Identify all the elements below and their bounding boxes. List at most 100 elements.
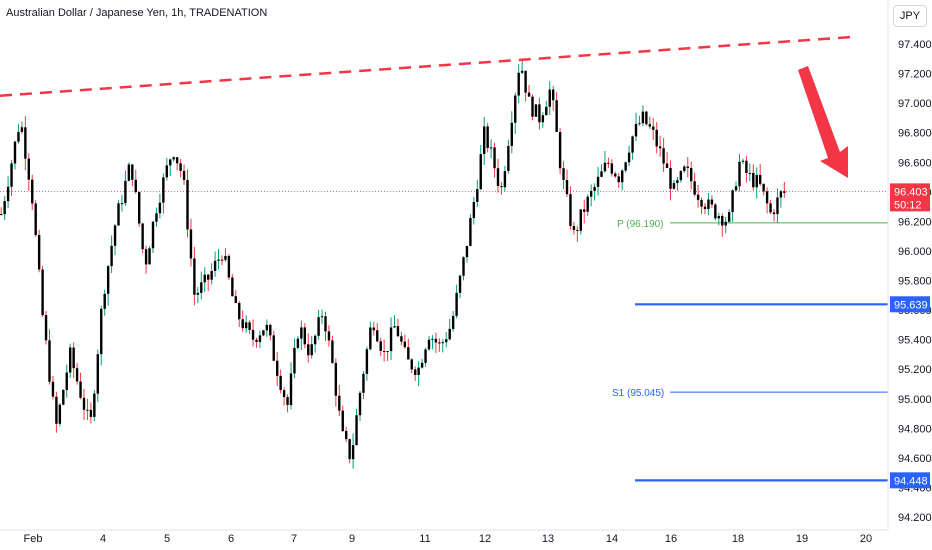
candle-body [262, 330, 265, 336]
candle-body [186, 179, 189, 230]
candle-body [296, 338, 300, 348]
candle-body [576, 229, 579, 231]
candle-body [224, 255, 227, 260]
candle-body [58, 404, 62, 424]
candle-body [493, 147, 496, 169]
y-tick-label: 96.600 [898, 157, 932, 169]
candle-body [596, 176, 600, 187]
candle-body [303, 327, 306, 345]
candle-body [441, 342, 444, 344]
y-tick-label: 96.000 [898, 246, 932, 258]
candle-body [348, 439, 351, 460]
candle-body [414, 369, 417, 376]
candle-body [631, 136, 634, 153]
level-badge [890, 296, 930, 313]
candle-body [410, 359, 413, 370]
candle-body [331, 340, 334, 363]
candle-body [241, 319, 244, 329]
candle-body [507, 145, 510, 171]
candle-body [20, 127, 24, 132]
candle-body [276, 360, 279, 376]
candle-body [355, 415, 358, 446]
candle-body [558, 131, 562, 169]
candle-body [451, 315, 455, 329]
candle-body [752, 172, 755, 188]
candle-body [386, 351, 389, 353]
candle-body [420, 362, 424, 368]
currency-button[interactable]: JPY [893, 5, 927, 27]
x-tick-label: 19 [796, 533, 808, 545]
y-tick-label: 94.800 [898, 423, 932, 435]
y-tick-label: 96.800 [898, 128, 932, 140]
candle-body [55, 396, 58, 424]
candle-body [37, 234, 41, 270]
candle-body [106, 266, 110, 294]
candle-body [162, 177, 165, 203]
candle-body [279, 375, 282, 391]
candle-body [662, 148, 665, 164]
trendline-layer [0, 35, 888, 192]
candle-body [717, 215, 720, 219]
candle-body [376, 330, 379, 342]
candle-body [465, 245, 469, 258]
candle-body [365, 349, 369, 374]
pivot-levels: P (96.190) S1 (95.045) [612, 219, 888, 482]
candle-body [731, 190, 734, 213]
candle-body [486, 126, 489, 148]
candle-body [6, 186, 10, 202]
candle-body [324, 316, 327, 332]
candle-body [669, 167, 672, 189]
candle-body [134, 179, 137, 193]
candle-body [341, 410, 344, 431]
candle-body [658, 146, 662, 149]
candle-body [769, 203, 772, 213]
candle-body [676, 180, 679, 184]
candle-body [586, 196, 589, 212]
x-tick-label: Feb [24, 533, 43, 545]
x-tick-label: 16 [665, 533, 677, 545]
candle-body [641, 111, 645, 124]
candle-body [41, 269, 44, 316]
candle-body [210, 270, 213, 280]
candle-body [696, 194, 700, 200]
candle-body [655, 129, 658, 147]
candle-body [627, 152, 631, 163]
x-tick-label: 4 [100, 533, 106, 545]
candle-body [193, 258, 196, 295]
candle-body [200, 282, 203, 293]
candle-body [776, 197, 779, 215]
candle-body [652, 126, 655, 130]
candle-body [172, 157, 175, 160]
y-tick-label: 96.200 [898, 216, 932, 228]
candle-body [389, 327, 393, 352]
candle-body [510, 122, 513, 146]
candle-body [738, 161, 741, 187]
x-tick-label: 13 [542, 533, 554, 545]
candle-body [189, 229, 193, 259]
candle-body [445, 339, 448, 343]
candle-body [175, 157, 179, 164]
candle-body [255, 339, 258, 342]
candle-body [417, 367, 420, 376]
candle-body [272, 335, 275, 361]
candle-body [690, 167, 693, 182]
candle-body [514, 95, 517, 123]
candle-body [755, 174, 758, 188]
y-tick-label: 95.000 [898, 394, 932, 406]
candle-body [113, 225, 117, 246]
x-tick-label: 6 [228, 533, 234, 545]
candle-body [24, 127, 27, 159]
candle-body [345, 430, 348, 440]
price-axis[interactable]: 97.40097.20097.00096.80096.60096.40096.2… [887, 0, 932, 530]
x-tick-label: 20 [860, 533, 872, 545]
candle-body [427, 339, 431, 350]
candle-body [227, 255, 231, 278]
resistance-trendline [0, 35, 859, 97]
x-tick-label: 9 [349, 533, 355, 545]
arrow-shape [798, 66, 848, 178]
candle-body [351, 445, 355, 460]
candle-body [562, 168, 565, 181]
x-tick-label: 12 [479, 533, 491, 545]
time-axis[interactable]: Feb 4 5 6 7 9 11 12 13 14 16 18 19 20 [0, 529, 888, 545]
